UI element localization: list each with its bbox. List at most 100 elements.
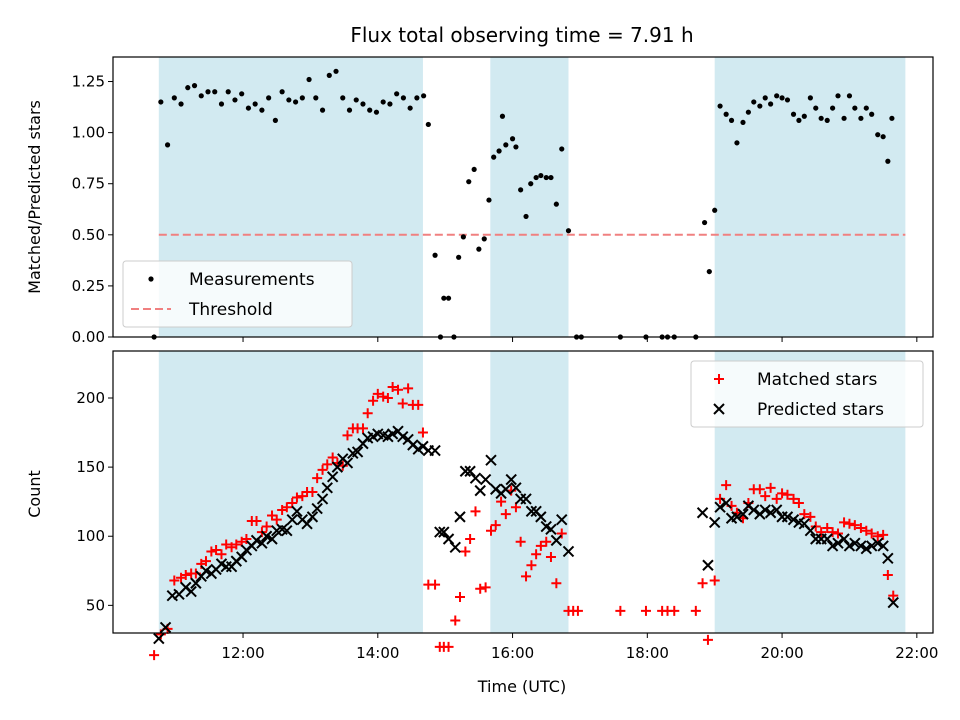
data-point [476,246,482,252]
data-point [171,95,177,101]
data-point [751,99,757,105]
data-point [346,107,353,113]
data-point [292,99,299,105]
data-point [245,105,252,111]
data-point [459,465,472,477]
data-point [291,492,302,503]
data-point [260,530,273,542]
data-point [400,95,407,101]
data-point [721,480,732,491]
data-point [397,430,409,443]
data-point [414,95,420,101]
data-point [869,111,875,117]
data-point [723,111,729,117]
data-point [430,579,441,590]
data-point [826,540,839,552]
data-point [523,213,529,220]
data-point [485,454,497,466]
data-point [843,540,856,552]
data-point [880,134,886,140]
legend-label: Predicted stars [757,400,884,420]
data-point [286,97,292,103]
data-point [748,504,760,516]
data-point [702,559,714,571]
data-point [696,507,709,519]
data-point [200,565,212,577]
top-panel: 0.00 0.25 0.50 0.75 1.00 1.25 Measurements Thre… [72,56,934,346]
chart-title: Flux total observing time = 7.91 h [350,23,693,47]
data-point [316,493,329,505]
data-point [535,540,546,551]
data-point [454,511,466,523]
data-point [781,511,794,523]
top-y-axis-label: Matched/Predicted stars [25,100,44,294]
data-point [513,144,519,150]
data-point [153,632,165,645]
data-point [393,384,404,395]
data-point [464,465,476,477]
data-point [615,605,626,616]
data-point [877,540,889,552]
data-point [556,513,568,526]
data-point [510,482,522,494]
data-point [178,101,184,107]
data-point [855,522,866,533]
data-point [351,446,364,458]
legend: Matched stars Predicted stars [690,360,924,428]
data-point [849,537,861,549]
data-point [311,502,323,515]
data-point [553,201,559,207]
data-point [740,119,746,126]
data-point [777,488,788,499]
data-point [832,537,844,549]
data-point [841,115,847,121]
data-point [535,511,547,523]
data-point [760,491,771,502]
data-point [326,471,339,483]
data-point [509,136,516,142]
y-tick-label: 50 [86,596,105,614]
data-point [481,236,487,242]
data-point [556,528,567,539]
data-point [824,117,830,123]
data-point [281,524,293,537]
data-point [889,115,895,121]
data-point [306,511,319,523]
data-point [888,590,899,601]
data-point [251,516,262,527]
data-point [669,605,680,616]
data-point [538,172,544,179]
data-point [340,95,346,101]
data-point [353,97,359,103]
data-point [821,533,833,545]
data-point [712,207,718,213]
data-point [757,103,763,109]
data-point [822,522,833,533]
data-point [221,539,232,550]
data-point [565,228,572,234]
data-point [432,252,438,258]
data-point [531,549,542,560]
data-point [804,524,817,537]
data-point [759,504,771,516]
data-point [503,142,509,148]
data-point [887,596,899,609]
data-point [764,507,777,519]
data-point [525,505,538,518]
data-point [474,484,486,497]
data-point [782,489,793,500]
data-point [261,521,272,532]
data-point [252,101,258,107]
data-point [382,393,393,403]
data-point [765,482,776,493]
data-point [413,399,424,410]
x-tick-label: 12:00 [221,644,264,662]
data-point [861,525,872,536]
series-predicted-stars [153,425,899,645]
data-point [301,518,313,530]
data-point [387,381,398,392]
data-point [520,493,532,505]
data-point [528,181,534,187]
data-point [541,536,552,547]
